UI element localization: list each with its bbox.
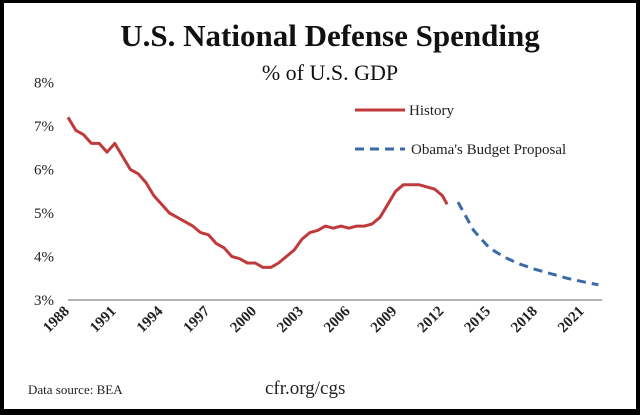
legend: History Obama's Budget Proposal bbox=[355, 103, 566, 158]
y-tick-label: 6% bbox=[34, 163, 54, 179]
y-axis-ticks: 8% 7% 6% 5% 4% 3% bbox=[34, 76, 54, 310]
data-source-note: Data source: BEA bbox=[28, 382, 123, 397]
y-tick-label: 5% bbox=[34, 206, 54, 222]
chart-background bbox=[4, 3, 636, 409]
legend-label-history: History bbox=[409, 103, 455, 119]
y-tick-label: 3% bbox=[34, 293, 54, 309]
legend-label-proposal: Obama's Budget Proposal bbox=[411, 142, 566, 158]
y-tick-label: 4% bbox=[34, 250, 54, 266]
site-credit: cfr.org/cgs bbox=[265, 378, 345, 399]
y-tick-label: 7% bbox=[34, 119, 54, 135]
series-line-history bbox=[66, 116, 449, 269]
chart-title: U.S. National Defense Spending bbox=[120, 18, 540, 53]
y-tick-label: 8% bbox=[34, 76, 54, 92]
chart-subtitle: % of U.S. GDP bbox=[262, 60, 398, 85]
series-group bbox=[66, 116, 599, 287]
